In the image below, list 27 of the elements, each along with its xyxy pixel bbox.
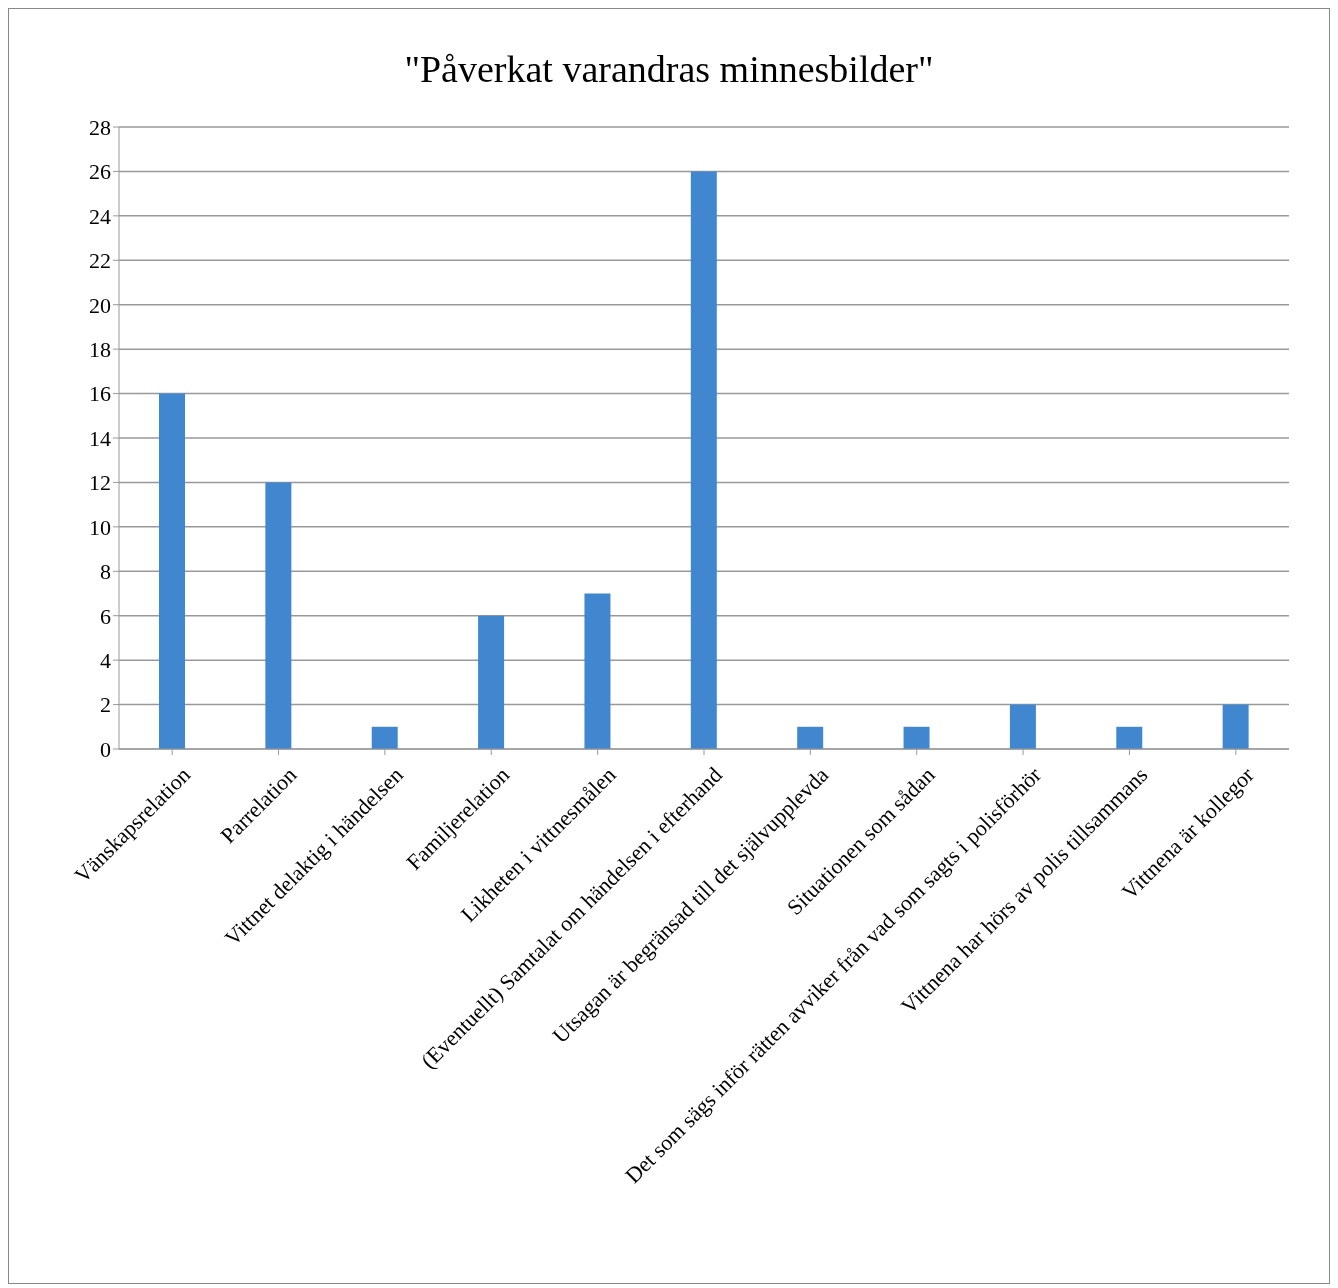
- bar: [903, 726, 930, 749]
- bar: [584, 593, 611, 749]
- y-tick-label: 4: [100, 647, 111, 673]
- bar: [690, 171, 717, 749]
- y-tick-label: 0: [100, 736, 111, 762]
- y-tick-label: 26: [89, 159, 111, 185]
- y-tick-label: 10: [89, 514, 111, 540]
- bar: [371, 726, 398, 749]
- bar: [797, 726, 824, 749]
- y-tick-label: 20: [89, 292, 111, 318]
- bar: [1009, 704, 1036, 749]
- y-tick-label: 28: [89, 114, 111, 140]
- y-tick-label: 6: [100, 603, 111, 629]
- bar: [265, 482, 292, 749]
- chart-title: "Påverkat varandras minnesbilder": [403, 47, 935, 92]
- y-tick-label: 2: [100, 692, 111, 718]
- bar: [478, 615, 505, 749]
- y-tick-label: 24: [89, 203, 111, 229]
- y-tick-label: 18: [89, 336, 111, 362]
- y-tick-label: 22: [89, 248, 111, 274]
- y-tick-label: 14: [89, 425, 111, 451]
- y-tick-label: 12: [89, 470, 111, 496]
- bar: [1116, 726, 1143, 749]
- bar: [1222, 704, 1249, 749]
- y-tick-label: 8: [100, 559, 111, 585]
- bar: [159, 393, 185, 749]
- y-tick-label: 16: [89, 381, 111, 407]
